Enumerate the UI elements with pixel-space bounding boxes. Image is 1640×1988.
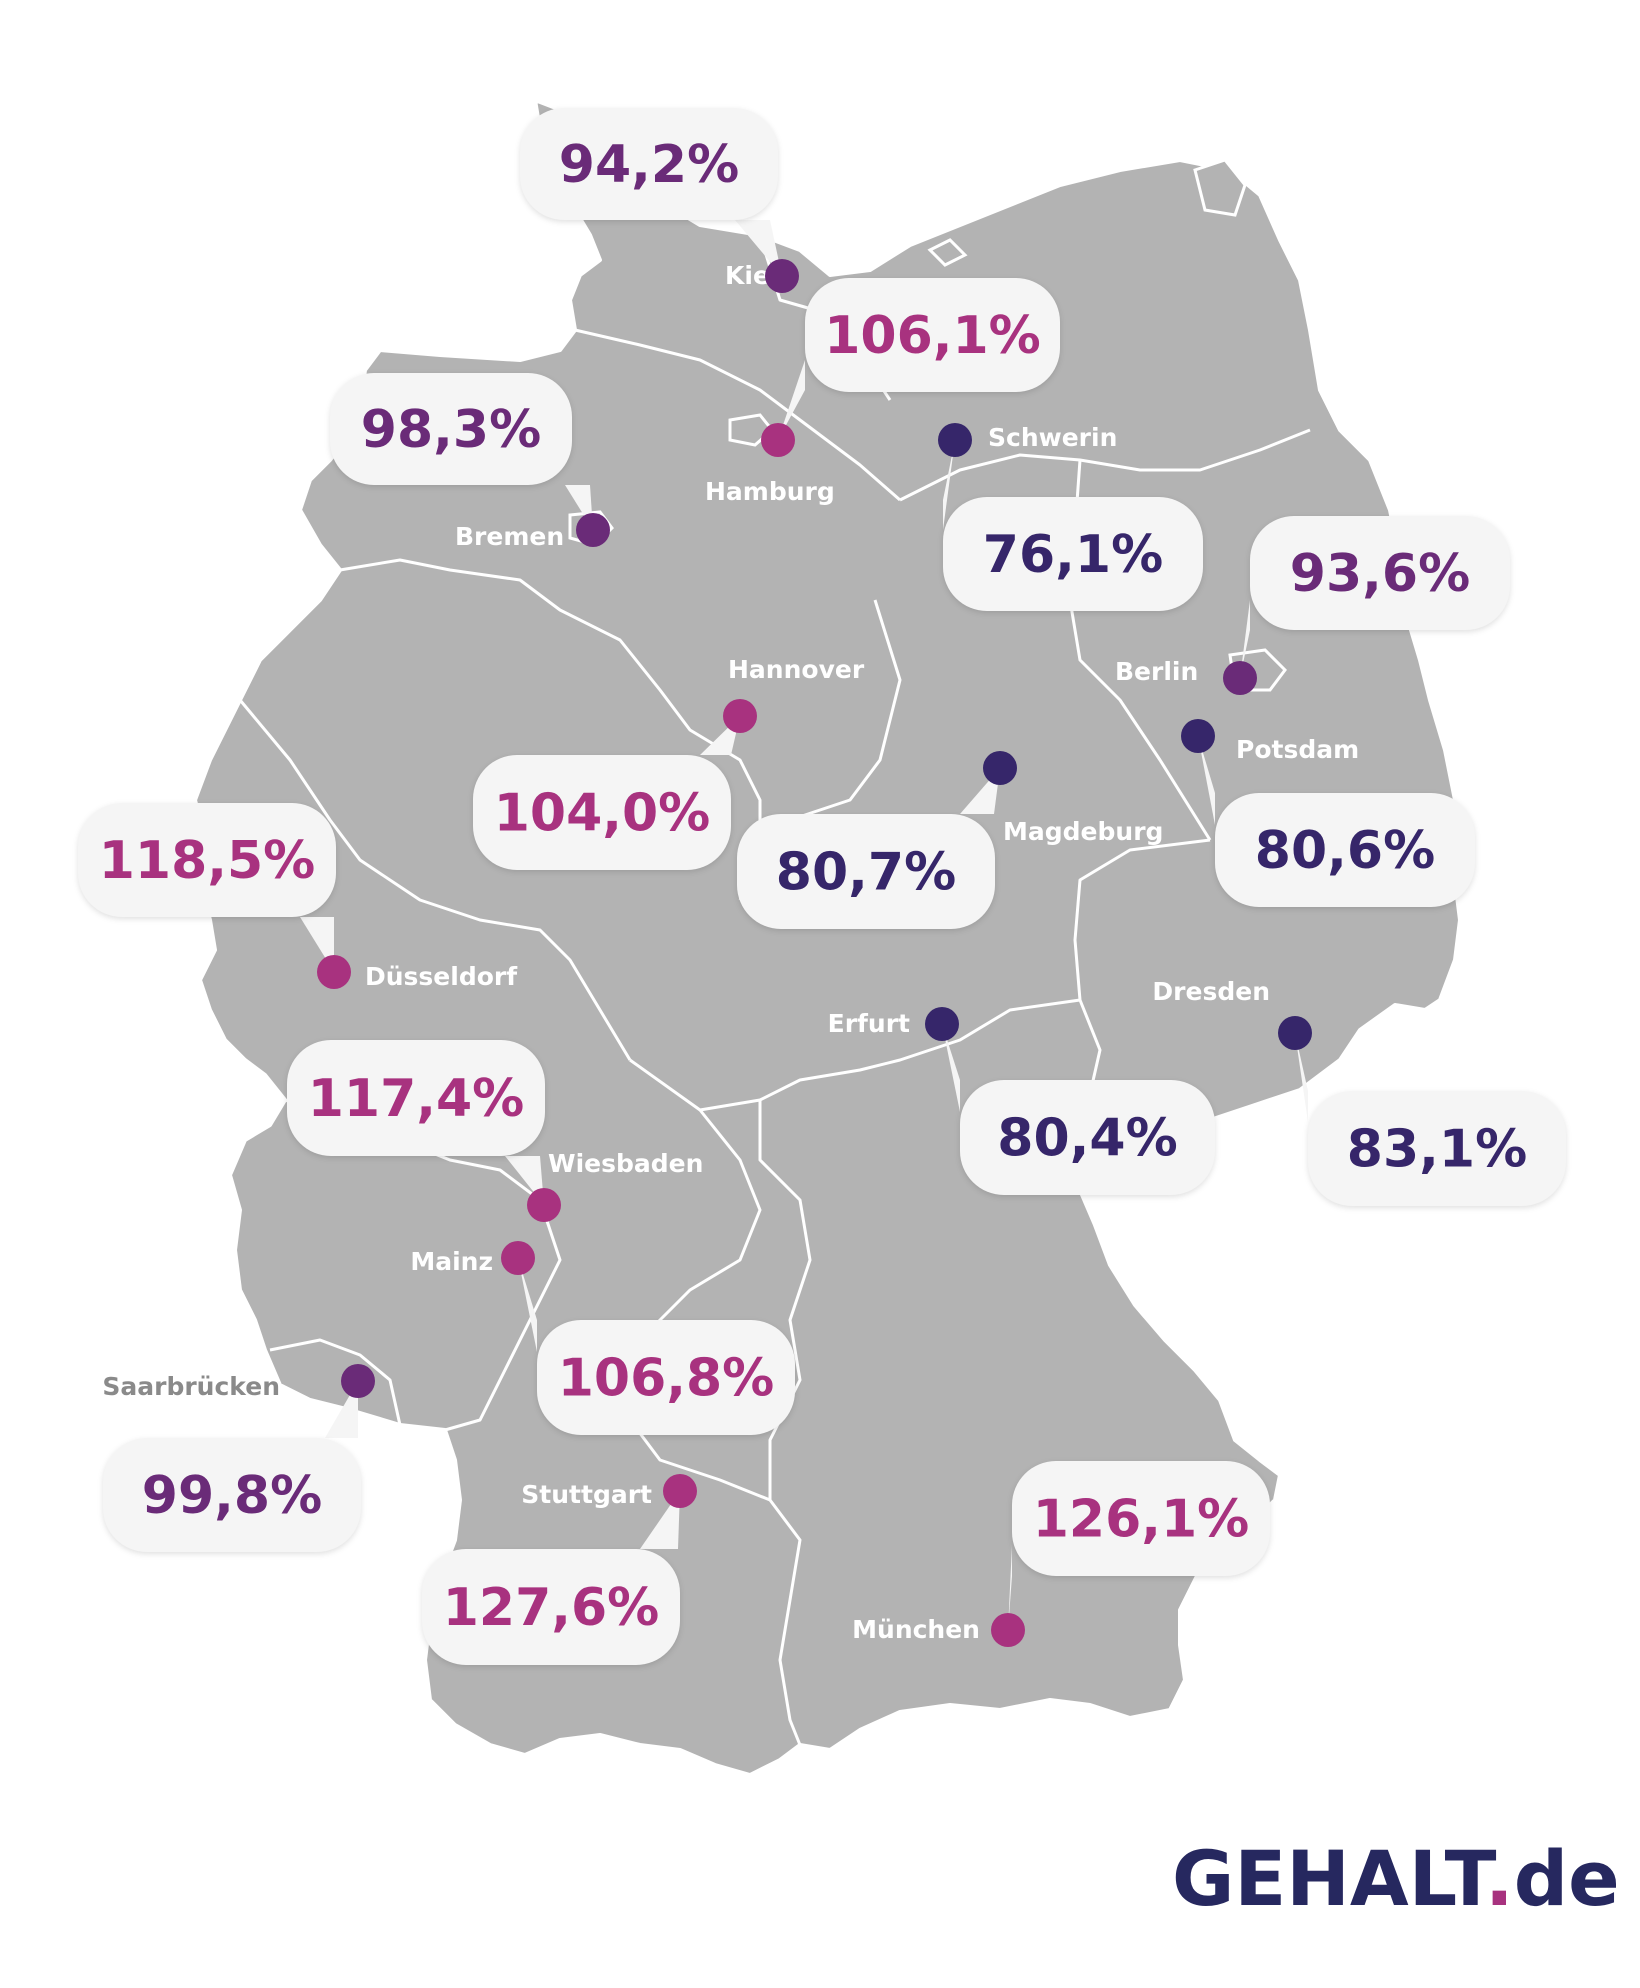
island-fehmarn (927, 238, 968, 267)
city-kiel: 94,2%Kiel (520, 108, 799, 293)
value-bubble (1308, 1091, 1566, 1206)
city-value: 76,1% (983, 525, 1163, 585)
city-label: Erfurt (828, 1009, 910, 1038)
city-value: 83,1% (1347, 1120, 1527, 1180)
callout-tail (778, 360, 805, 440)
value-bubble (103, 1438, 361, 1552)
value-bubble (422, 1549, 680, 1665)
callout-tail (640, 1491, 680, 1549)
value-bubble (1215, 793, 1475, 907)
city-dot[interactable] (723, 699, 757, 733)
city-value: 80,4% (997, 1109, 1177, 1169)
value-bubble (537, 1320, 795, 1435)
city-value: 118,5% (99, 831, 316, 891)
value-bubble (1012, 1461, 1270, 1576)
callout-tail (942, 1024, 960, 1112)
city-hamburg: 106,1% Hamburg (705, 278, 1060, 506)
city-wiesbaden: 117,4% Wiesbaden (287, 1040, 703, 1222)
city-label: Dresden (1152, 977, 1270, 1006)
city-value: 80,7% (776, 843, 956, 903)
city-dot[interactable] (1181, 719, 1215, 753)
city-value: 93,6% (1290, 544, 1470, 604)
city-dot[interactable] (663, 1474, 697, 1508)
callout-tail (943, 440, 955, 530)
city-schwerin: 76,1% Schwerin (938, 423, 1203, 611)
city-label: Schwerin (988, 423, 1117, 452)
city-dot[interactable] (317, 955, 351, 989)
city-berlin: 93,6% Berlin (1115, 516, 1510, 695)
city-value: 104,0% (494, 784, 711, 844)
city-dot[interactable] (576, 513, 610, 547)
city-erfurt: 80,4% Erfurt (828, 1007, 1215, 1195)
city-label: Mainz (410, 1247, 493, 1276)
city-stuttgart: 127,6% Stuttgart (422, 1474, 697, 1665)
city-hannover: 104,0% Hannover (473, 655, 865, 870)
state-borders (238, 234, 1311, 1746)
city-label: Wiesbaden (548, 1149, 703, 1178)
city-dot[interactable] (501, 1241, 535, 1275)
city-saarbruecken: 99,8% Saarbrücken (102, 1364, 375, 1552)
city-duesseldorf: 118,5% Düsseldorf (78, 803, 518, 991)
city-label: München (852, 1615, 980, 1644)
city-label: Magdeburg (1003, 817, 1163, 846)
city-dot[interactable] (1278, 1016, 1312, 1050)
value-bubble (473, 755, 731, 870)
city-value: 106,8% (558, 1349, 775, 1409)
city-label: Saarbrücken (102, 1372, 280, 1401)
city-value: 126,1% (1033, 1490, 1250, 1550)
city-value: 94,2% (559, 135, 739, 195)
city-value: 99,8% (142, 1466, 322, 1526)
city-label: Stuttgart (521, 1480, 652, 1509)
callout-tail (735, 220, 782, 276)
city-value: 98,3% (361, 400, 541, 460)
city-dot[interactable] (925, 1007, 959, 1041)
value-bubble (1250, 516, 1510, 630)
callout-tail (1008, 1545, 1012, 1630)
value-bubble (805, 278, 1060, 392)
city-value: 117,4% (308, 1069, 525, 1129)
city-markers: 94,2%Kiel 106,1% Hamburg 98,3% Bremen 76,1% Sc… (78, 108, 1566, 1665)
callout-tail (1198, 736, 1215, 825)
island-ruegen (1193, 158, 1247, 217)
city-dot[interactable] (938, 423, 972, 457)
city-label: Bremen (455, 522, 564, 551)
callout-tail (518, 1258, 537, 1352)
value-bubble (287, 1040, 545, 1156)
city-mainz: 106,8% Mainz (410, 1241, 795, 1435)
city-dot[interactable] (1223, 661, 1257, 695)
city-muenchen: 126,1% München (852, 1461, 1270, 1647)
city-dot[interactable] (341, 1364, 375, 1398)
city-value: 80,6% (1255, 821, 1435, 881)
city-bremen: 98,3% Bremen (330, 373, 610, 551)
city-value: 106,1% (824, 306, 1041, 366)
city-label: Berlin (1115, 657, 1198, 686)
city-magdeburg: 80,7% Magdeburg (737, 751, 1163, 929)
value-bubble (78, 803, 336, 917)
city-value: 127,6% (443, 1578, 660, 1638)
city-label: Hannover (728, 655, 865, 684)
callout-tail (1240, 600, 1250, 678)
city-label: Hamburg (705, 477, 835, 506)
city-dot[interactable] (765, 259, 799, 293)
city-label: Potsdam (1236, 735, 1359, 764)
city-dot[interactable] (991, 1613, 1025, 1647)
value-bubble (943, 497, 1203, 611)
city-dot[interactable] (527, 1188, 561, 1222)
city-label: Düsseldorf (365, 962, 518, 991)
city-potsdam: 80,6% Potsdam (1181, 719, 1475, 907)
callout-tail (1295, 1033, 1308, 1122)
city-dresden: 83,1% Dresden (1152, 977, 1566, 1206)
value-bubble (737, 814, 995, 929)
city-dot[interactable] (983, 751, 1017, 785)
city-dot[interactable] (761, 423, 795, 457)
value-bubble (520, 108, 778, 220)
value-bubble (330, 373, 572, 485)
value-bubble (960, 1080, 1215, 1195)
gehalt-logo: GEHALT.de (1172, 1834, 1620, 1923)
